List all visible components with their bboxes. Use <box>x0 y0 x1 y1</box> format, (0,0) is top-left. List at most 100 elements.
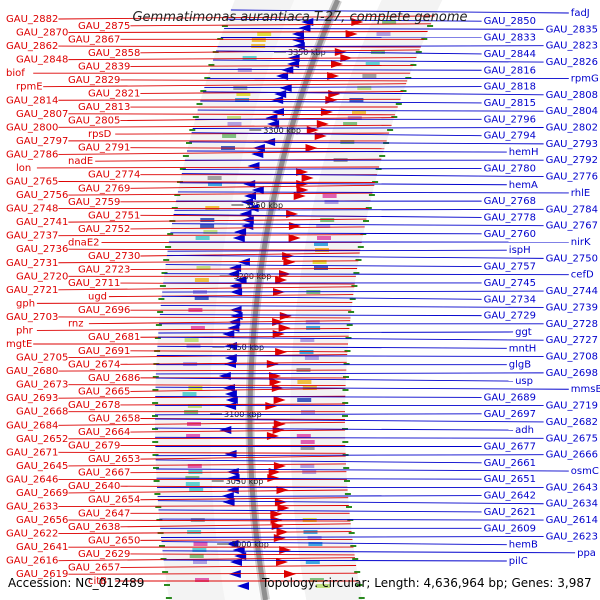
feature-band-0 <box>290 0 443 600</box>
right-leader-line <box>164 273 569 276</box>
forward-gene-arrow <box>283 258 296 266</box>
left-gene-label: GAU_2693 <box>6 393 58 404</box>
forward-gene-arrow <box>293 192 306 200</box>
left-leader-line <box>58 505 349 507</box>
left-gene-label: GAU_2721 <box>6 285 58 296</box>
left-gene-label: GAU_2814 <box>6 95 58 106</box>
right-leader-line <box>166 254 544 259</box>
cds-box-left <box>376 32 391 36</box>
forward-gene-arrow <box>267 474 280 482</box>
right-gene-label: GAU_2623 <box>546 531 598 542</box>
left-leader-line <box>130 553 355 556</box>
left-leader-line <box>58 557 356 562</box>
left-leader-line <box>58 181 376 183</box>
reverse-gene-arrow <box>225 396 238 404</box>
left-gene-label: GAU_2674 <box>68 359 120 370</box>
scale-tick-label: 3300 kbp <box>263 126 301 135</box>
reverse-gene-arrow <box>229 264 242 272</box>
cds-box-right <box>195 578 209 582</box>
left-leader-line <box>58 124 392 128</box>
reverse-gene-arrow <box>224 360 236 368</box>
left-gene-label: GAU_2656 <box>16 515 68 526</box>
right-gene-label: GAU_2729 <box>484 311 536 322</box>
left-gene-label: GAU_2797 <box>16 136 68 147</box>
reverse-gene-arrow <box>234 276 247 284</box>
left-gene-label: GAU_2619 <box>16 569 68 580</box>
right-gene-label: GAU_2778 <box>484 212 536 223</box>
right-gene-label: GAU_2727 <box>546 335 598 346</box>
left-gene-label: ugd <box>88 292 107 303</box>
right-gene-label: GAU_2792 <box>546 155 598 166</box>
cds-box-right <box>251 44 266 48</box>
right-gene-label: GAU_2826 <box>546 57 598 68</box>
left-leader-line <box>68 519 351 522</box>
left-gene-label: GAU_2622 <box>6 529 58 540</box>
cds-box-left <box>300 338 315 342</box>
left-leader-line <box>120 282 355 285</box>
right-leader-line <box>155 436 544 439</box>
left-gene-label: GAU_2813 <box>78 102 130 113</box>
cds-box-right <box>193 542 208 546</box>
right-leader-line <box>224 27 544 30</box>
right-leader-line <box>174 208 544 211</box>
left-gene-label: biof <box>6 68 25 79</box>
cds-box-right <box>194 296 209 300</box>
right-gene-label: GAU_2808 <box>546 90 598 101</box>
left-gene-label: GAU_2748 <box>6 204 58 215</box>
left-gene-label: mgtE <box>6 339 32 350</box>
reverse-gene-arrow <box>234 228 247 236</box>
left-gene-label: GAU_2641 <box>16 542 68 553</box>
cds-box-left <box>314 266 328 270</box>
forward-gene-arrow <box>266 360 279 368</box>
left-gene-label: GAU_2657 <box>68 562 120 573</box>
left-gene-label: GAU_2848 <box>16 55 68 66</box>
cds-box-right <box>188 386 203 390</box>
left-leader-line <box>130 350 348 353</box>
left-gene-label: GAU_2737 <box>6 231 58 242</box>
right-leader-line <box>192 127 544 129</box>
cds-box-right <box>242 56 257 60</box>
right-gene-label: GAU_2835 <box>546 24 598 35</box>
right-leader-line <box>181 173 544 178</box>
cds-box-left <box>340 140 355 144</box>
left-leader-line <box>58 260 359 264</box>
forward-gene-arrow <box>273 396 286 404</box>
right-gene-label: mntH <box>509 343 537 354</box>
left-leader-line <box>68 192 373 196</box>
right-leader-line <box>154 418 544 423</box>
left-gene-label: GAU_2673 <box>16 380 68 391</box>
scale-tick-label: 3000 kbp <box>231 540 269 549</box>
left-leader-line <box>108 294 354 298</box>
right-leader-line <box>204 86 482 89</box>
right-gene-label: GAU_2734 <box>484 294 536 305</box>
right-leader-line <box>171 223 544 227</box>
cds-box-right <box>186 434 201 438</box>
right-gene-label: GAU_2833 <box>484 33 536 44</box>
left-gene-label: GAU_2647 <box>78 508 130 519</box>
left-gene-label: GAU_2679 <box>68 441 120 452</box>
cds-box-right <box>192 548 207 552</box>
left-leader-line <box>130 147 385 150</box>
right-gene-label: GAU_2816 <box>484 65 536 76</box>
left-gene-label: GAU_2696 <box>78 305 130 316</box>
cds-box-left <box>297 398 312 402</box>
left-gene-label: GAU_2686 <box>88 373 140 384</box>
left-gene-label: phr <box>16 325 34 336</box>
reverse-gene-arrow <box>222 498 235 506</box>
left-gene-label: GAU_2821 <box>88 88 140 99</box>
left-gene-label: GAU_2703 <box>6 312 58 323</box>
left-leader-line <box>58 369 347 372</box>
cds-box-right <box>203 230 218 234</box>
cds-box-right <box>185 482 200 486</box>
left-gene-label: gph <box>16 298 35 309</box>
right-gene-label: GAU_2794 <box>484 131 536 142</box>
right-gene-label: usp <box>515 376 533 387</box>
cds-box-left <box>300 440 315 444</box>
left-leader-line <box>68 31 428 33</box>
right-gene-label: GAU_2767 <box>546 221 598 232</box>
left-gene-label: GAU_2875 <box>78 21 130 32</box>
feature-band-3 <box>155 0 295 600</box>
cds-box-left <box>314 242 328 246</box>
feature-band-2 <box>210 0 333 600</box>
reverse-gene-arrow <box>241 198 253 206</box>
